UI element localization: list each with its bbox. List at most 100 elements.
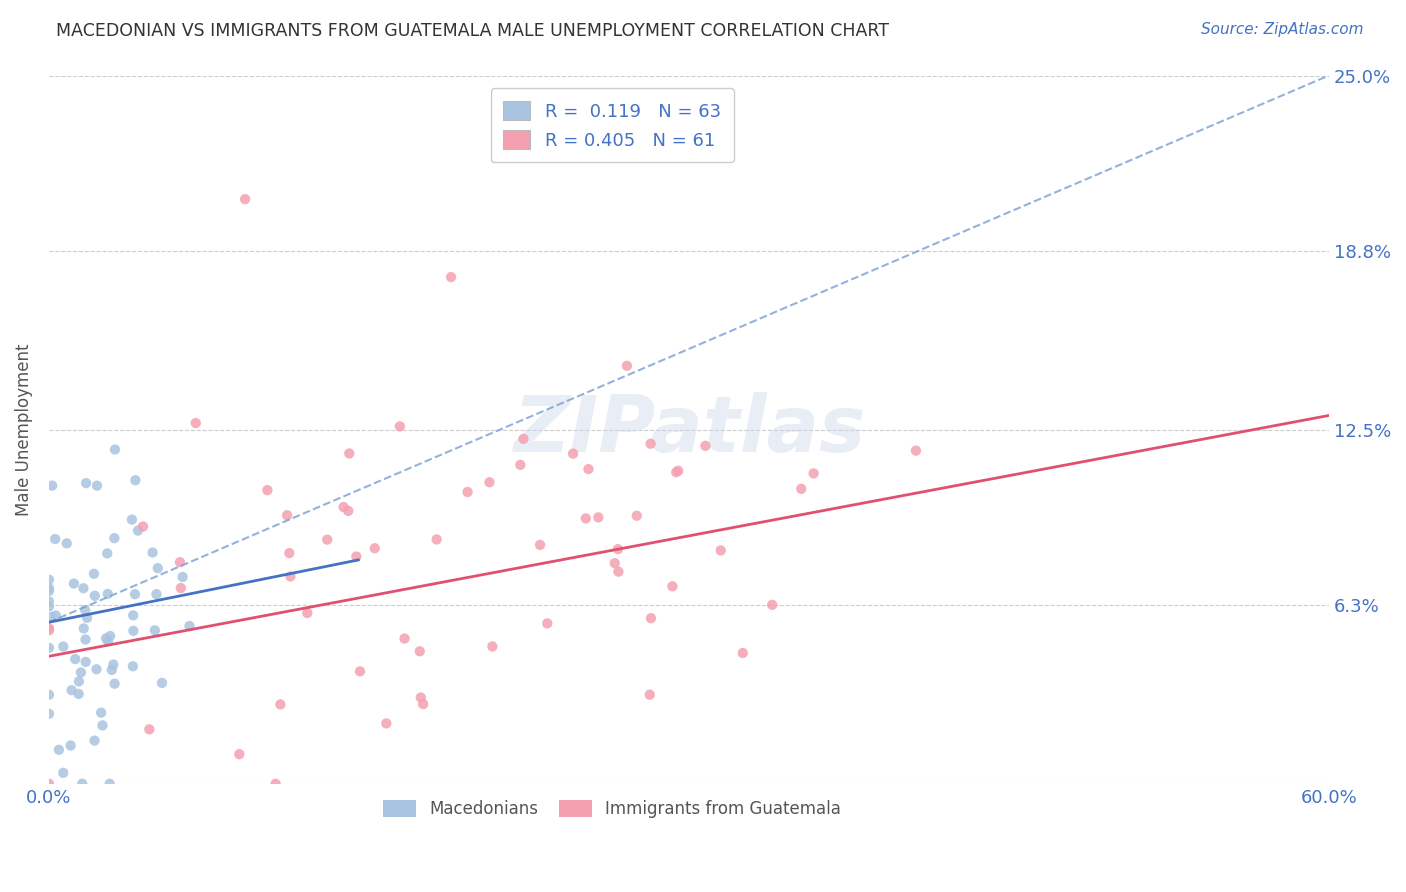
Point bbox=[122, 624, 145, 638]
Point bbox=[97, 587, 120, 601]
Point bbox=[337, 446, 360, 460]
Point bbox=[529, 538, 551, 552]
Point bbox=[97, 634, 120, 648]
Point bbox=[48, 743, 70, 757]
Point bbox=[124, 587, 146, 601]
Point bbox=[38, 624, 60, 638]
Point bbox=[127, 524, 149, 538]
Point bbox=[75, 655, 97, 669]
Point bbox=[104, 442, 127, 457]
Point bbox=[83, 589, 105, 603]
Point bbox=[638, 688, 661, 702]
Point bbox=[52, 640, 75, 654]
Point bbox=[388, 419, 411, 434]
Point bbox=[457, 485, 479, 500]
Point bbox=[38, 640, 60, 655]
Point bbox=[626, 508, 648, 523]
Point bbox=[409, 690, 432, 705]
Point bbox=[55, 536, 77, 550]
Point bbox=[65, 652, 87, 666]
Point bbox=[38, 581, 60, 595]
Point bbox=[731, 646, 754, 660]
Point bbox=[59, 739, 82, 753]
Point bbox=[375, 716, 398, 731]
Point bbox=[276, 508, 298, 523]
Point bbox=[132, 519, 155, 533]
Point bbox=[75, 603, 97, 617]
Point bbox=[575, 511, 598, 525]
Point bbox=[38, 584, 60, 599]
Point bbox=[264, 777, 287, 791]
Point bbox=[607, 565, 630, 579]
Point bbox=[761, 598, 783, 612]
Point bbox=[75, 632, 97, 647]
Legend: Macedonians, Immigrants from Guatemala: Macedonians, Immigrants from Guatemala bbox=[377, 794, 848, 825]
Point bbox=[578, 462, 600, 476]
Point bbox=[394, 632, 416, 646]
Point bbox=[103, 657, 125, 672]
Point bbox=[269, 698, 291, 712]
Point bbox=[44, 532, 66, 546]
Point bbox=[86, 662, 108, 676]
Point bbox=[256, 483, 278, 498]
Point bbox=[332, 500, 354, 514]
Point bbox=[536, 616, 558, 631]
Point bbox=[98, 629, 121, 643]
Point bbox=[96, 546, 118, 560]
Point bbox=[41, 478, 63, 492]
Point bbox=[603, 556, 626, 570]
Point bbox=[280, 569, 302, 583]
Point bbox=[297, 606, 319, 620]
Point bbox=[803, 467, 825, 481]
Point bbox=[588, 510, 610, 524]
Point bbox=[661, 579, 683, 593]
Point bbox=[904, 443, 927, 458]
Point bbox=[124, 473, 146, 487]
Point bbox=[75, 476, 97, 491]
Point bbox=[179, 619, 201, 633]
Point bbox=[38, 594, 60, 608]
Point bbox=[67, 687, 90, 701]
Point bbox=[616, 359, 638, 373]
Point bbox=[38, 777, 60, 791]
Point bbox=[103, 676, 125, 690]
Point bbox=[72, 581, 94, 595]
Point bbox=[478, 475, 501, 490]
Point bbox=[665, 465, 688, 479]
Point bbox=[150, 676, 173, 690]
Point bbox=[228, 747, 250, 762]
Point bbox=[91, 718, 114, 732]
Point bbox=[409, 644, 432, 658]
Point bbox=[562, 447, 585, 461]
Point bbox=[143, 624, 166, 638]
Point bbox=[38, 688, 60, 702]
Point bbox=[344, 549, 367, 564]
Point bbox=[640, 611, 662, 625]
Y-axis label: Male Unemployment: Male Unemployment bbox=[15, 343, 32, 516]
Point bbox=[606, 542, 628, 557]
Point bbox=[349, 665, 371, 679]
Point bbox=[83, 566, 105, 581]
Point bbox=[440, 270, 463, 285]
Point bbox=[278, 546, 301, 560]
Point bbox=[60, 683, 83, 698]
Point bbox=[426, 533, 449, 547]
Point bbox=[38, 706, 60, 721]
Point bbox=[83, 733, 105, 747]
Point bbox=[90, 706, 112, 720]
Point bbox=[94, 632, 117, 646]
Point bbox=[38, 599, 60, 614]
Point bbox=[481, 640, 503, 654]
Point bbox=[145, 587, 167, 601]
Point bbox=[142, 545, 165, 559]
Point bbox=[38, 573, 60, 587]
Point bbox=[412, 697, 434, 711]
Point bbox=[509, 458, 531, 472]
Point bbox=[666, 464, 689, 478]
Point bbox=[76, 611, 98, 625]
Point bbox=[138, 723, 160, 737]
Point bbox=[103, 531, 125, 545]
Point bbox=[70, 665, 93, 680]
Point bbox=[121, 659, 143, 673]
Point bbox=[172, 570, 194, 584]
